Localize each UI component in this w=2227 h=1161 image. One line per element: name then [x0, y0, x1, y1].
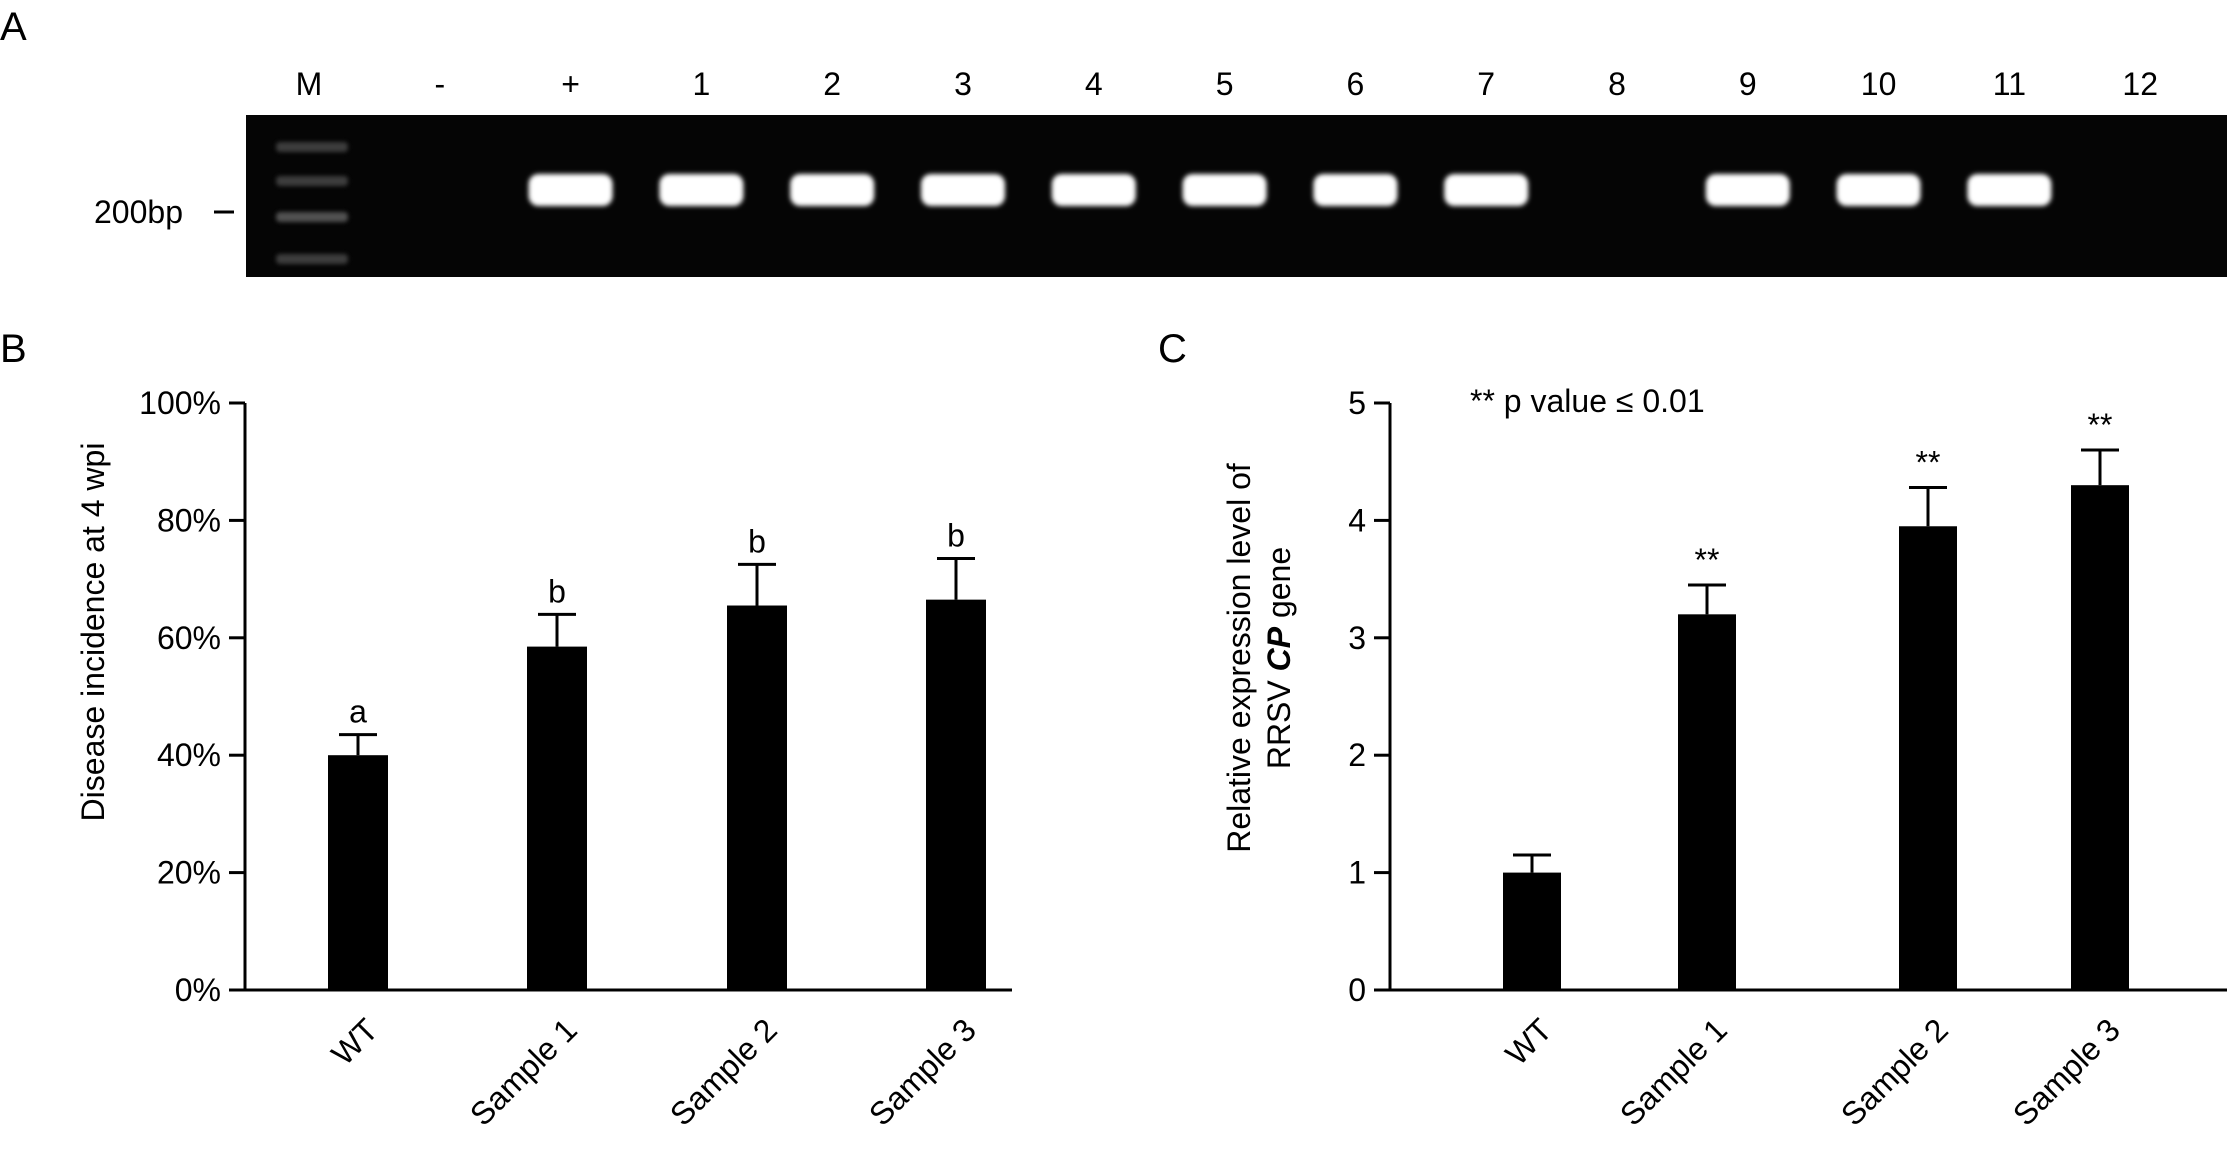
gel-band: [1051, 174, 1136, 206]
bar: [727, 605, 787, 990]
bar: [1899, 526, 1957, 990]
x-tick-label: Sample 3: [862, 1011, 983, 1132]
significance-label: b: [748, 523, 766, 559]
x-tick-label: WT: [324, 1011, 385, 1072]
ladder-band: [276, 212, 348, 222]
significance-label: a: [349, 694, 367, 730]
y-tick-label: 4: [1348, 502, 1366, 538]
y-tick-label: 0: [1348, 972, 1366, 1008]
lane-label: 10: [1861, 66, 1897, 102]
significance-note: ** p value ≤ 0.01: [1470, 383, 1705, 419]
lane-label: M: [296, 66, 323, 102]
lane-label: 3: [954, 66, 972, 102]
lane-label: 12: [2122, 66, 2158, 102]
y-tick-label: 2: [1348, 737, 1366, 773]
lane-label: 7: [1477, 66, 1495, 102]
x-tick-label: Sample 2: [663, 1011, 784, 1132]
gel-band: [1967, 174, 2052, 206]
lane-label: 11: [1993, 66, 2026, 102]
x-tick-label: Sample 1: [1613, 1011, 1734, 1132]
ladder-band: [276, 142, 348, 152]
panel-a-gel: A M - +1 2 3 4 5 6 7 8 9 10 11 12 200bp: [0, 5, 2227, 277]
y-tick-label: 0%: [175, 972, 221, 1008]
ladder-band: [276, 176, 348, 186]
y-axis-label-b: Disease incidence at 4 wpi: [75, 443, 111, 822]
y-tick-label: 20%: [157, 855, 221, 891]
bar: [1503, 872, 1561, 990]
y-axis-label-c-line2: RRSV CP gene: [1261, 547, 1297, 769]
panel-b-letter: B: [0, 327, 27, 371]
lane-label: 8: [1608, 66, 1626, 102]
y-tick-label: 100%: [139, 385, 221, 421]
y-axis-label-c-prefix: RRSV: [1261, 671, 1297, 769]
bar: [2071, 485, 2129, 990]
y-axis-label-c-line1: Relative expression level of: [1221, 463, 1257, 853]
bar-chart-c: 0 1 2 3 4 5 WT ** Sample 1 ** Sample 2 ** Sample 3: [1348, 385, 2227, 1133]
y-tick-label: 1: [1348, 855, 1366, 891]
lane-label: 9: [1739, 66, 1757, 102]
ladder-band: [276, 254, 348, 264]
lane-label: -: [434, 66, 445, 102]
y-tick-label: 3: [1348, 620, 1366, 656]
panel-b-chart: B Disease incidence at 4 wpi 0% 20% 40% 60%…: [0, 327, 1012, 1133]
y-tick-label: 80%: [157, 502, 221, 538]
significance-label: **: [1916, 445, 1941, 481]
lane-label: 4: [1085, 66, 1103, 102]
lane-labels: M - +1 2 3 4 5 6 7 8 9 10 11 12: [296, 66, 2158, 102]
y-tick-label: 40%: [157, 737, 221, 773]
x-tick-label: Sample 3: [2006, 1011, 2127, 1132]
y-axis-label-c-suffix: gene: [1261, 547, 1297, 627]
gel-band: [921, 174, 1005, 206]
gel-band: [1182, 174, 1267, 206]
gel-band: [790, 174, 875, 206]
significance-label: b: [548, 573, 566, 609]
gel-band: [1444, 174, 1529, 206]
bar: [1678, 614, 1736, 990]
lane-label: +: [561, 66, 580, 102]
marker-label: 200bp: [94, 194, 183, 230]
bar-chart-b: 0% 20% 40% 60% 80% 100% a WT b Sample 1 b Sample 2 b…: [139, 385, 1012, 1133]
significance-label: **: [1695, 542, 1720, 578]
gel-band: [1705, 174, 1790, 206]
gel-band: [1313, 174, 1398, 206]
x-tick-label: Sample 1: [463, 1011, 584, 1132]
bar: [527, 646, 587, 990]
gel-band: [1836, 174, 1921, 206]
gel-band: [659, 174, 744, 206]
significance-label: b: [947, 518, 965, 554]
bar: [328, 755, 388, 990]
x-tick-label: Sample 2: [1834, 1011, 1955, 1132]
panel-a-letter: A: [0, 5, 27, 49]
y-tick-label: 60%: [157, 620, 221, 656]
lane-label: 6: [1347, 66, 1365, 102]
significance-label: **: [2088, 407, 2113, 443]
lane-label: 5: [1216, 66, 1234, 102]
gel-bands: [528, 174, 2052, 206]
gel-band: [528, 174, 613, 206]
bar: [926, 599, 986, 990]
panel-c-chart: C ** p value ≤ 0.01 Relative expression …: [1158, 327, 2227, 1133]
y-tick-label: 5: [1348, 385, 1366, 421]
panel-c-letter: C: [1158, 327, 1187, 371]
x-tick-label: WT: [1498, 1011, 1559, 1072]
y-axis-label-c-gene: CP: [1261, 626, 1297, 671]
lane-label: 1: [693, 66, 711, 102]
dna-ladder: [276, 142, 348, 264]
lane-label: 2: [823, 66, 841, 102]
